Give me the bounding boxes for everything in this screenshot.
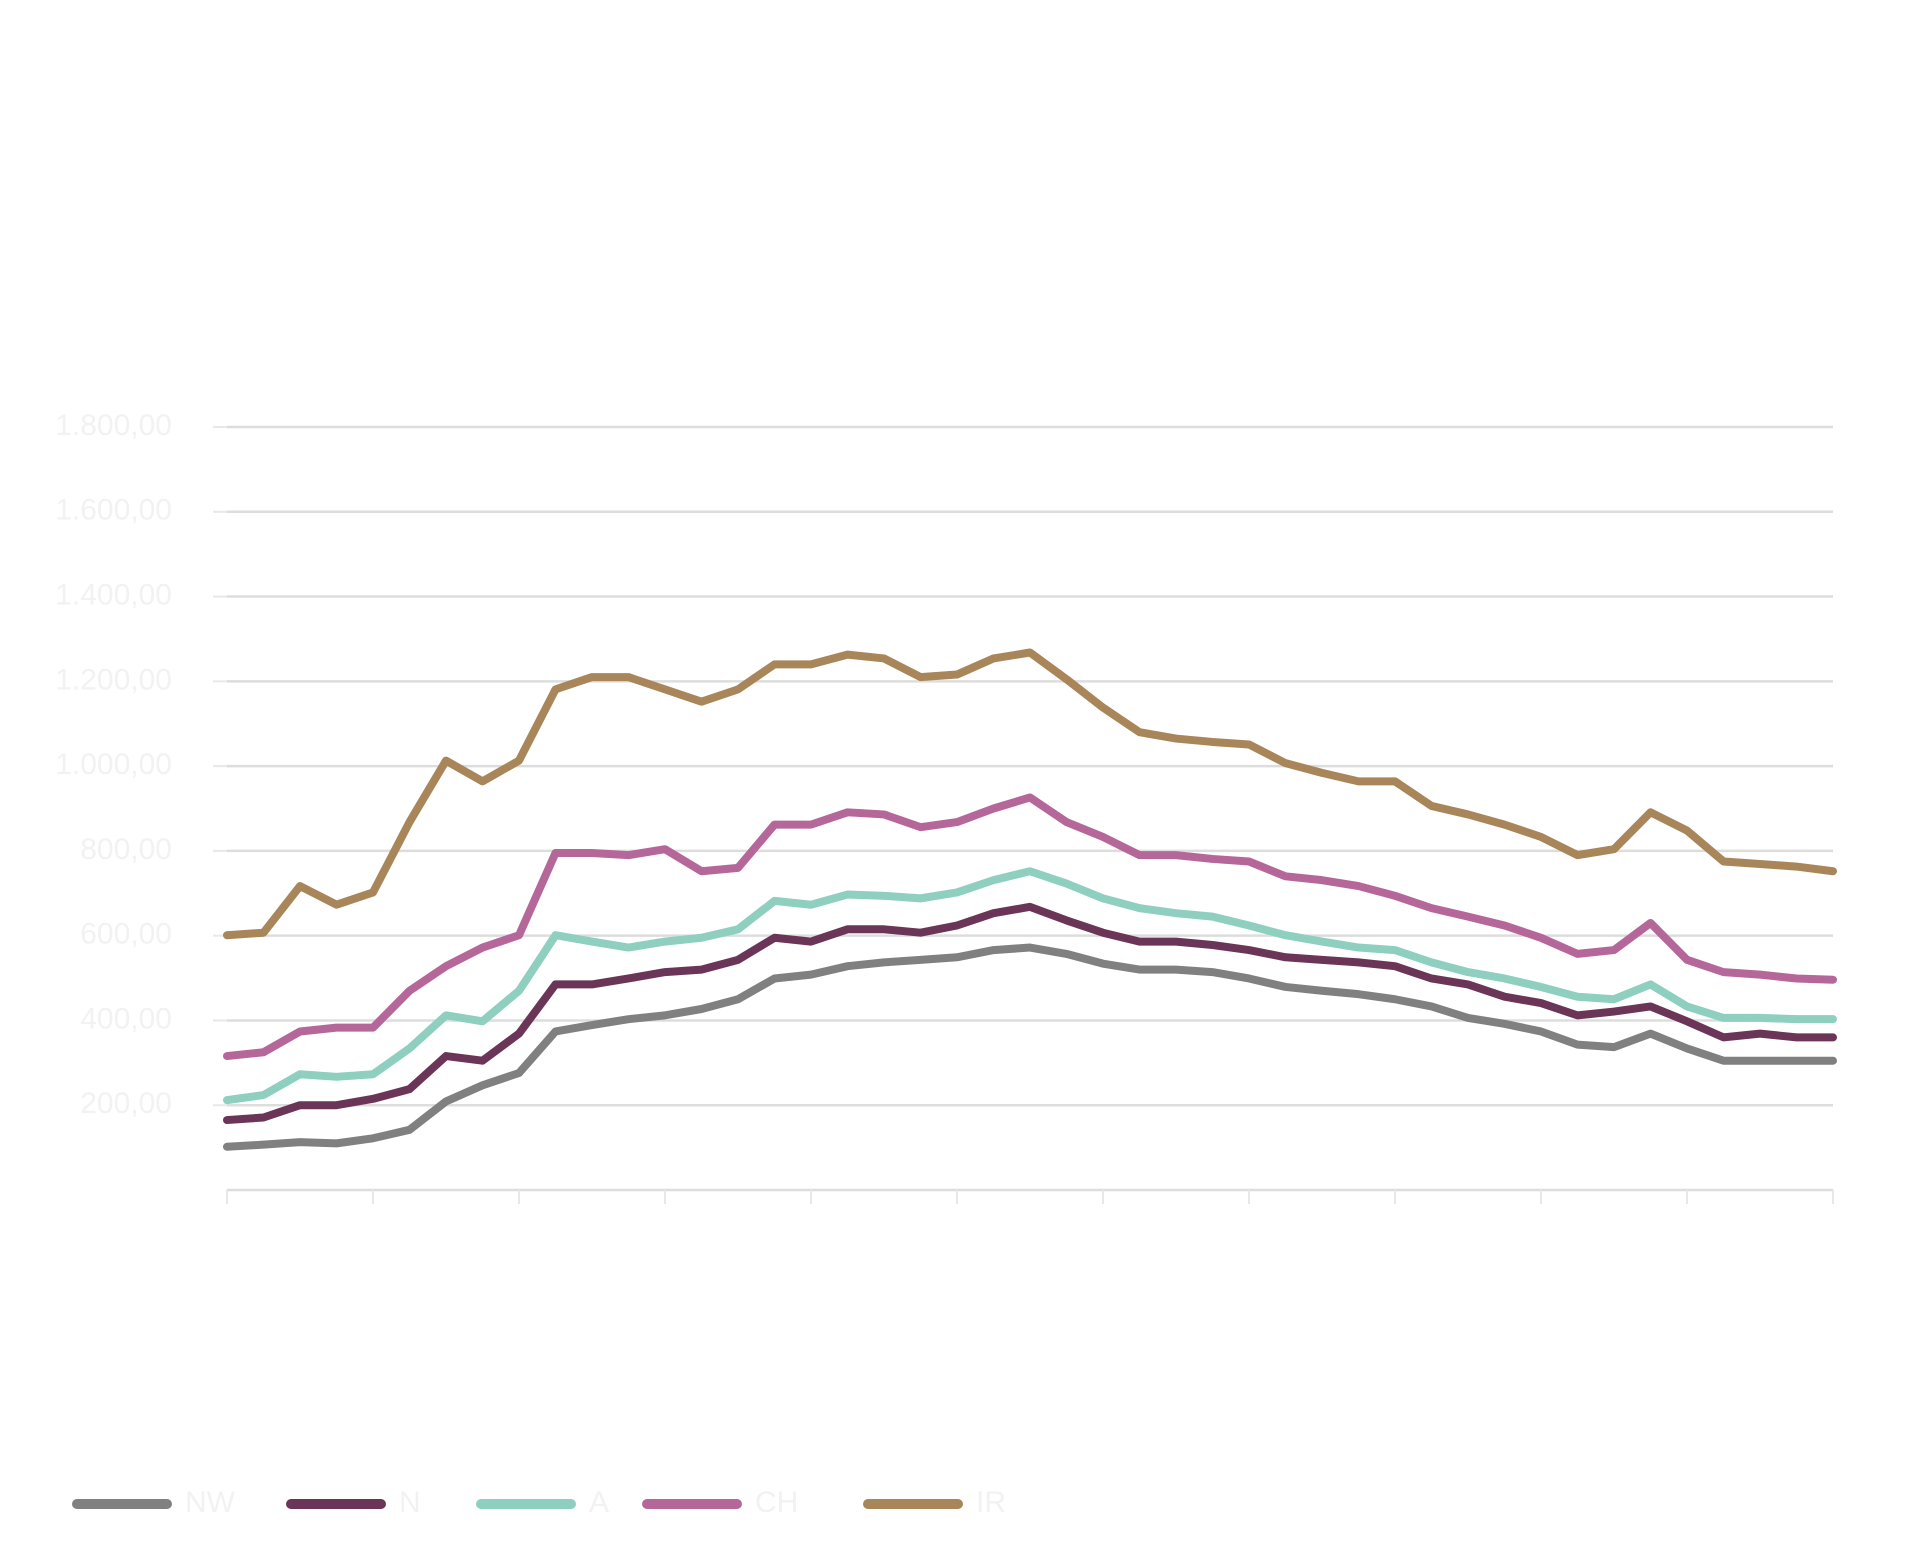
y-tick-label: 1.000,00 — [55, 748, 172, 781]
series-line — [223, 793, 1837, 1061]
legend-label: IR — [976, 1486, 1006, 1519]
y-tick-label: 200,00 — [80, 1087, 172, 1120]
series-line — [223, 648, 1837, 940]
series-line — [223, 867, 1837, 1105]
y-tick-label: 800,00 — [80, 833, 172, 866]
y-tick-label: 600,00 — [80, 918, 172, 951]
series-line — [223, 902, 1837, 1125]
series-line — [223, 943, 1837, 1151]
y-tick-label: 400,00 — [80, 1002, 172, 1035]
y-tick-label: 1.800,00 — [55, 409, 172, 442]
y-tick-label: 1.200,00 — [55, 663, 172, 696]
legend-label: A — [589, 1486, 609, 1519]
legend-label: N — [399, 1486, 421, 1519]
legend-label: NW — [185, 1486, 236, 1519]
legend-label: CH — [755, 1486, 798, 1519]
y-tick-label: 1.400,00 — [55, 578, 172, 611]
y-tick-label: 1.600,00 — [55, 494, 172, 527]
